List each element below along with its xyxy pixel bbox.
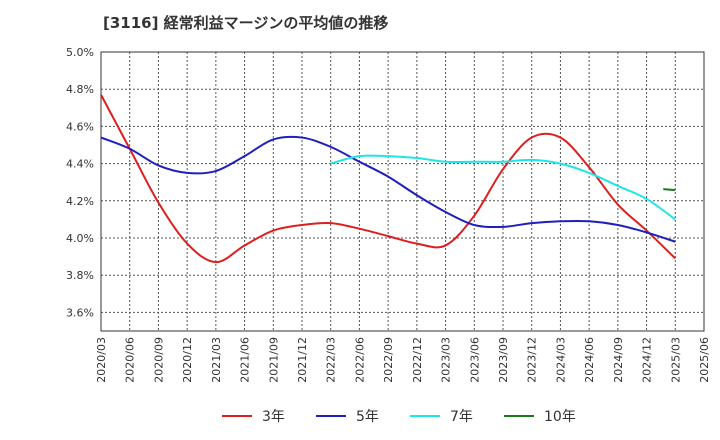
- legend-label-7y: 7年: [450, 409, 473, 425]
- y-tick-label: 4.0%: [66, 232, 94, 245]
- chart-title: [3116] 経常利益マージンの平均値の推移: [103, 14, 389, 32]
- grid-lines: [101, 52, 704, 331]
- x-tick-label: 2020/03: [95, 337, 108, 383]
- series-line-2: [330, 154, 676, 221]
- legend-swatch-5y: [316, 415, 346, 417]
- legend-label-5y: 5年: [356, 409, 379, 425]
- legend-item-10y: 10年: [504, 402, 576, 430]
- x-tick-label: 2021/12: [296, 337, 309, 383]
- series-line-1: [100, 135, 676, 243]
- x-tick-label: 2020/09: [152, 337, 165, 383]
- x-tick-label: 2024/03: [554, 337, 567, 383]
- x-tick-label: 2023/06: [468, 337, 481, 383]
- x-tick-label: 2021/03: [210, 337, 223, 383]
- series-line-0: [100, 94, 676, 264]
- x-tick-label: 2024/09: [612, 337, 625, 383]
- y-tick-label: 4.4%: [66, 158, 94, 171]
- x-tick-label: 2024/12: [641, 337, 654, 383]
- plot-frame: [100, 51, 705, 332]
- x-tick-label: 2023/09: [497, 337, 510, 383]
- y-tick-label: 3.6%: [66, 306, 94, 319]
- x-tick-label: 2024/06: [583, 337, 596, 383]
- series-lines: [100, 94, 676, 264]
- x-tick-label: 2023/12: [526, 337, 539, 383]
- y-tick-label: 3.8%: [66, 269, 94, 282]
- legend-item-3y: 3年: [222, 402, 285, 430]
- x-tick-label: 2022/03: [325, 337, 338, 383]
- x-tick-label: 2020/06: [124, 337, 137, 383]
- legend-label-3y: 3年: [262, 409, 285, 425]
- x-tick-label: 2020/12: [181, 337, 194, 383]
- x-tick-label: 2025/06: [698, 337, 711, 383]
- legend-swatch-10y: [504, 415, 534, 417]
- x-tick-label: 2022/12: [411, 337, 424, 383]
- legend-item-5y: 5年: [316, 402, 379, 430]
- axes: [100, 51, 705, 332]
- legend-swatch-3y: [222, 415, 252, 417]
- y-tick-label: 5.0%: [66, 46, 94, 59]
- legend: 3年 5年 7年 10年: [0, 402, 720, 430]
- legend-item-7y: 7年: [410, 402, 473, 430]
- line-chart: 3.6% 3.8% 4.0% 4.2% 4.4% 4.6% 4.8% 5.0% 2020/03…: [66, 46, 711, 383]
- x-tick-label: 2023/03: [440, 337, 453, 383]
- legend-swatch-7y: [410, 415, 440, 417]
- x-tick-label: 2021/09: [267, 337, 280, 383]
- x-tick-label: 2022/09: [382, 337, 395, 383]
- series-line-3: [663, 188, 676, 192]
- y-tick-label: 4.6%: [66, 120, 94, 133]
- legend-label-10y: 10年: [544, 409, 576, 425]
- y-tick-label: 4.2%: [66, 195, 94, 208]
- x-tick-label: 2021/06: [239, 337, 252, 383]
- x-tick-labels: 2020/03 2020/06 2020/09 2020/12 2021/03 2021/…: [95, 337, 711, 383]
- x-tick-label: 2025/03: [669, 337, 682, 383]
- y-tick-label: 4.8%: [66, 83, 94, 96]
- y-tick-labels: 3.6% 3.8% 4.0% 4.2% 4.4% 4.6% 4.8% 5.0%: [66, 46, 94, 319]
- x-tick-label: 2022/06: [353, 337, 366, 383]
